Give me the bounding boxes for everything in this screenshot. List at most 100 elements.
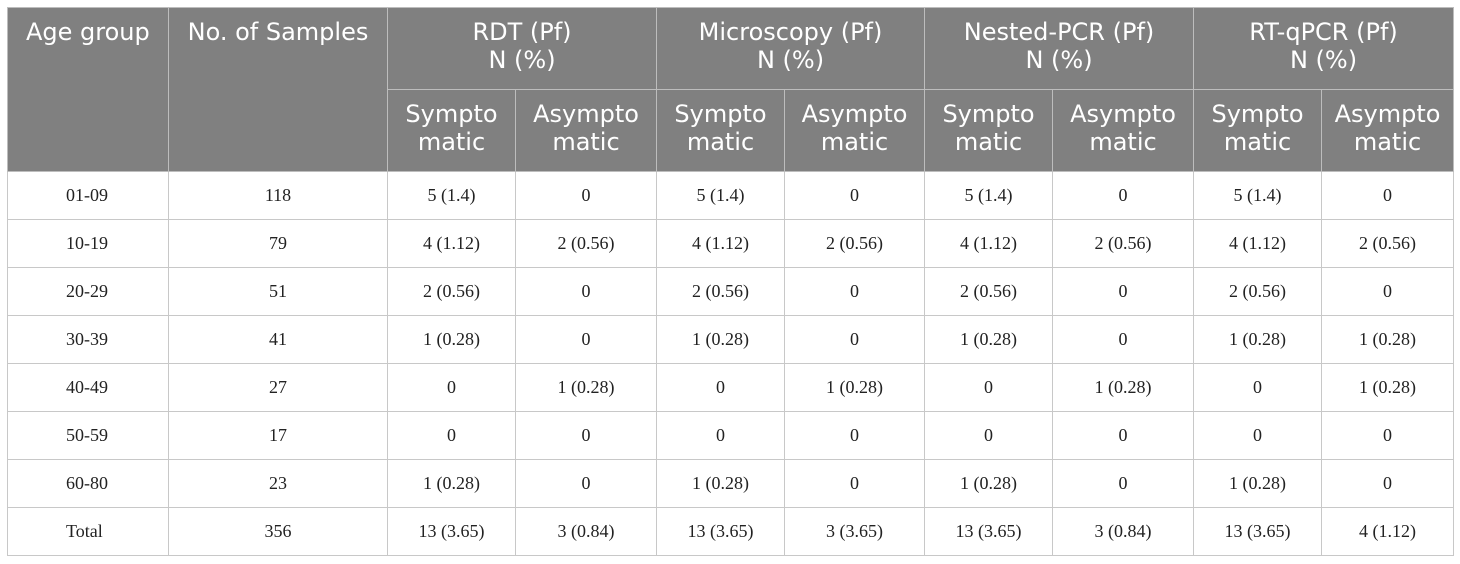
cell-microscopy-asymptomatic: 0 xyxy=(783,459,926,508)
cell-rt-qpcr-symptomatic: 2 (0.56) xyxy=(1193,267,1323,316)
header-microscopy-line1: Microscopy (Pf) xyxy=(698,18,883,46)
subheader-rt-qpcr-symptomatic: Sympto matic xyxy=(1193,89,1323,172)
cell-no-of-samples: 79 xyxy=(168,219,388,268)
subheader-text-line2: matic xyxy=(1353,128,1422,156)
cell-no-of-samples: 27 xyxy=(168,363,388,412)
cell-age-group: 40-49 xyxy=(7,363,169,412)
cell-rdt-asymptomatic: 0 xyxy=(515,171,657,220)
subheader-nested-pcr-symptomatic: Sympto matic xyxy=(924,89,1054,172)
cell-rt-qpcr-asymptomatic: 2 (0.56) xyxy=(1321,219,1455,268)
cell-rt-qpcr-symptomatic: 13 (3.65) xyxy=(1193,507,1323,556)
cell-microscopy-asymptomatic: 0 xyxy=(783,171,926,220)
cell-microscopy-symptomatic: 1 (0.28) xyxy=(656,315,785,364)
table-row: 20-29 51 2 (0.56) 0 2 (0.56) 0 2 (0.56) 0 2 (0.5… xyxy=(7,267,1455,316)
table-row: 50-59 17 0 0 0 0 0 0 0 0 xyxy=(7,411,1455,460)
cell-rt-qpcr-asymptomatic: 0 xyxy=(1321,267,1455,316)
cell-nested-pcr-asymptomatic: 0 xyxy=(1052,171,1195,220)
cell-age-group: 10-19 xyxy=(7,219,169,268)
cell-rdt-symptomatic: 1 (0.28) xyxy=(387,459,516,508)
cell-rdt-asymptomatic: 0 xyxy=(515,459,657,508)
subheader-text-line2: matic xyxy=(1223,128,1292,156)
subheader-text-line2: matic xyxy=(954,128,1023,156)
cell-rdt-asymptomatic: 0 xyxy=(515,315,657,364)
cell-nested-pcr-asymptomatic: 0 xyxy=(1052,315,1195,364)
cell-nested-pcr-asymptomatic: 0 xyxy=(1052,411,1195,460)
table-row: 01-09 118 5 (1.4) 0 5 (1.4) 0 5 (1.4) 0 5 (1.4) 0 xyxy=(7,171,1455,220)
table-row: 60-80 23 1 (0.28) 0 1 (0.28) 0 1 (0.28) 0 1 (0.2… xyxy=(7,459,1455,508)
cell-rdt-asymptomatic: 0 xyxy=(515,267,657,316)
cell-no-of-samples: 118 xyxy=(168,171,388,220)
header-microscopy: Microscopy (Pf) N (%) xyxy=(655,7,926,90)
cell-nested-pcr-symptomatic: 4 (1.12) xyxy=(924,219,1054,268)
subheader-text-line2: matic xyxy=(686,128,755,156)
cell-rt-qpcr-symptomatic: 0 xyxy=(1193,363,1323,412)
header-rt-qpcr-line2: N (%) xyxy=(1289,46,1358,74)
cell-nested-pcr-symptomatic: 13 (3.65) xyxy=(924,507,1054,556)
cell-rt-qpcr-asymptomatic: 0 xyxy=(1321,459,1455,508)
header-no-of-samples: No. of Samples xyxy=(168,7,388,172)
subheader-text-line2: matic xyxy=(1089,128,1157,156)
cell-nested-pcr-symptomatic: 1 (0.28) xyxy=(924,459,1054,508)
cell-rt-qpcr-symptomatic: 5 (1.4) xyxy=(1193,171,1323,220)
cell-nested-pcr-asymptomatic: 3 (0.84) xyxy=(1052,507,1195,556)
subheader-text-line2: matic xyxy=(552,128,620,156)
header-rdt-line2: N (%) xyxy=(488,46,556,74)
cell-nested-pcr-symptomatic: 0 xyxy=(924,411,1054,460)
cell-microscopy-symptomatic: 2 (0.56) xyxy=(656,267,785,316)
cell-rdt-asymptomatic: 1 (0.28) xyxy=(515,363,657,412)
cell-microscopy-asymptomatic: 2 (0.56) xyxy=(783,219,926,268)
cell-rt-qpcr-symptomatic: 1 (0.28) xyxy=(1193,459,1323,508)
header-nested-pcr: Nested-PCR (Pf) N (%) xyxy=(924,7,1195,90)
cell-age-group: 60-80 xyxy=(7,459,169,508)
cell-microscopy-symptomatic: 0 xyxy=(656,363,785,412)
pf-detection-table: Age group No. of Samples RDT (Pf) N (%) M… xyxy=(7,7,1455,556)
cell-age-group: 50-59 xyxy=(7,411,169,460)
subheader-text-line2: matic xyxy=(417,128,486,156)
cell-rdt-asymptomatic: 3 (0.84) xyxy=(515,507,657,556)
cell-microscopy-asymptomatic: 3 (3.65) xyxy=(783,507,926,556)
header-age-group: Age group xyxy=(7,7,169,172)
data-table-container: Age group No. of Samples RDT (Pf) N (%) M… xyxy=(7,7,1455,556)
subheader-microscopy-asymptomatic: Asympto matic xyxy=(783,89,926,172)
cell-nested-pcr-asymptomatic: 1 (0.28) xyxy=(1052,363,1195,412)
table-header: Age group No. of Samples RDT (Pf) N (%) M… xyxy=(7,7,1455,172)
cell-age-group: 30-39 xyxy=(7,315,169,364)
cell-nested-pcr-asymptomatic: 0 xyxy=(1052,459,1195,508)
table-row: 10-19 79 4 (1.12) 2 (0.56) 4 (1.12) 2 (0.56) 4… xyxy=(7,219,1455,268)
cell-rt-qpcr-symptomatic: 1 (0.28) xyxy=(1193,315,1323,364)
cell-microscopy-symptomatic: 13 (3.65) xyxy=(656,507,785,556)
cell-rdt-symptomatic: 4 (1.12) xyxy=(387,219,516,268)
table-row: Total 356 13 (3.65) 3 (0.84) 13 (3.65) 3 (3.6… xyxy=(7,507,1455,556)
subheader-text-line2: matic xyxy=(820,128,889,156)
cell-rdt-symptomatic: 2 (0.56) xyxy=(387,267,516,316)
subheader-text-line1: Sympto xyxy=(942,100,1035,128)
header-microscopy-line2: N (%) xyxy=(756,46,825,74)
subheader-text-line1: Asympto xyxy=(1334,100,1441,128)
subheader-rdt-symptomatic: Sympto matic xyxy=(387,89,516,172)
cell-nested-pcr-symptomatic: 5 (1.4) xyxy=(924,171,1054,220)
cell-no-of-samples: 41 xyxy=(168,315,388,364)
cell-rdt-symptomatic: 0 xyxy=(387,411,516,460)
subheader-rdt-asymptomatic: Asympto matic xyxy=(515,89,657,172)
cell-rt-qpcr-asymptomatic: 0 xyxy=(1321,171,1455,220)
table-row: 30-39 41 1 (0.28) 0 1 (0.28) 0 1 (0.28) 0 1 (0.2… xyxy=(7,315,1455,364)
cell-microscopy-symptomatic: 4 (1.12) xyxy=(656,219,785,268)
header-rdt-line1: RDT (Pf) xyxy=(472,18,572,46)
subheader-text-line1: Sympto xyxy=(1211,100,1304,128)
cell-microscopy-symptomatic: 0 xyxy=(656,411,785,460)
cell-microscopy-asymptomatic: 0 xyxy=(783,411,926,460)
cell-nested-pcr-symptomatic: 1 (0.28) xyxy=(924,315,1054,364)
cell-rt-qpcr-asymptomatic: 1 (0.28) xyxy=(1321,363,1455,412)
cell-rdt-asymptomatic: 2 (0.56) xyxy=(515,219,657,268)
cell-microscopy-symptomatic: 1 (0.28) xyxy=(656,459,785,508)
cell-age-group: 01-09 xyxy=(7,171,169,220)
header-rt-qpcr-line1: RT-qPCR (Pf) xyxy=(1249,18,1398,46)
header-nested-pcr-line2: N (%) xyxy=(1025,46,1093,74)
cell-nested-pcr-asymptomatic: 0 xyxy=(1052,267,1195,316)
subheader-text-line1: Asympto xyxy=(533,100,639,128)
cell-rdt-symptomatic: 5 (1.4) xyxy=(387,171,516,220)
cell-rt-qpcr-asymptomatic: 1 (0.28) xyxy=(1321,315,1455,364)
cell-nested-pcr-symptomatic: 2 (0.56) xyxy=(924,267,1054,316)
cell-rt-qpcr-asymptomatic: 4 (1.12) xyxy=(1321,507,1455,556)
cell-no-of-samples: 356 xyxy=(168,507,388,556)
